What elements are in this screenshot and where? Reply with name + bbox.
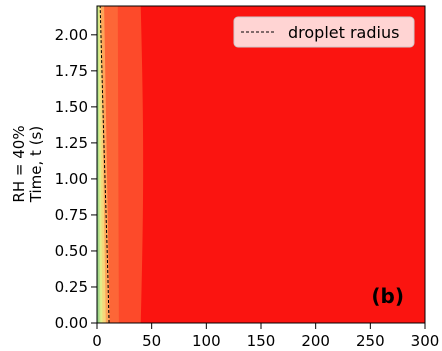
legend: droplet radius xyxy=(233,16,415,48)
y-tick-label: 1.00 xyxy=(55,170,88,188)
axes: 0 50 100 150 200 250 300 0.00 0.25 0.50 0.75 1.00 1… xyxy=(55,5,439,350)
y-tick-label: 1.50 xyxy=(55,98,88,116)
panel-label: (b) xyxy=(371,284,404,308)
heatmap-background xyxy=(97,6,425,323)
x-tick-label: 0 xyxy=(92,332,102,350)
y-axis-label: RH = 40% Time, t (s) xyxy=(10,125,45,203)
plot-area xyxy=(97,6,425,323)
y-tick-label: 0.75 xyxy=(55,206,88,224)
y-tick-label: 1.25 xyxy=(55,134,88,152)
y-tick-label: 2.00 xyxy=(55,26,88,44)
y-tick-label: 1.75 xyxy=(55,62,88,80)
x-tick-label: 50 xyxy=(142,332,161,350)
legend-box xyxy=(233,16,415,48)
y-tick-label: 0.50 xyxy=(55,242,88,260)
contour-bands xyxy=(97,6,144,323)
y-axis-label-line-1: RH = 40% xyxy=(10,125,28,202)
y-axis-ticks: 0.00 0.25 0.50 0.75 1.00 1.25 1.50 1.75 2.00 xyxy=(55,26,97,332)
x-tick-label: 250 xyxy=(356,332,385,350)
x-tick-label: 100 xyxy=(192,332,221,350)
droplet-radius-line xyxy=(99,6,110,323)
x-axis-ticks: 0 50 100 150 200 250 300 xyxy=(92,323,439,350)
x-tick-label: 300 xyxy=(411,332,440,350)
x-tick-label: 150 xyxy=(247,332,276,350)
legend-label: droplet radius xyxy=(288,23,399,42)
y-tick-label: 0.25 xyxy=(55,278,88,296)
y-axis-label-line-2: Time, t (s) xyxy=(27,126,45,203)
x-tick-label: 200 xyxy=(301,332,330,350)
y-tick-label: 0.00 xyxy=(55,314,88,332)
